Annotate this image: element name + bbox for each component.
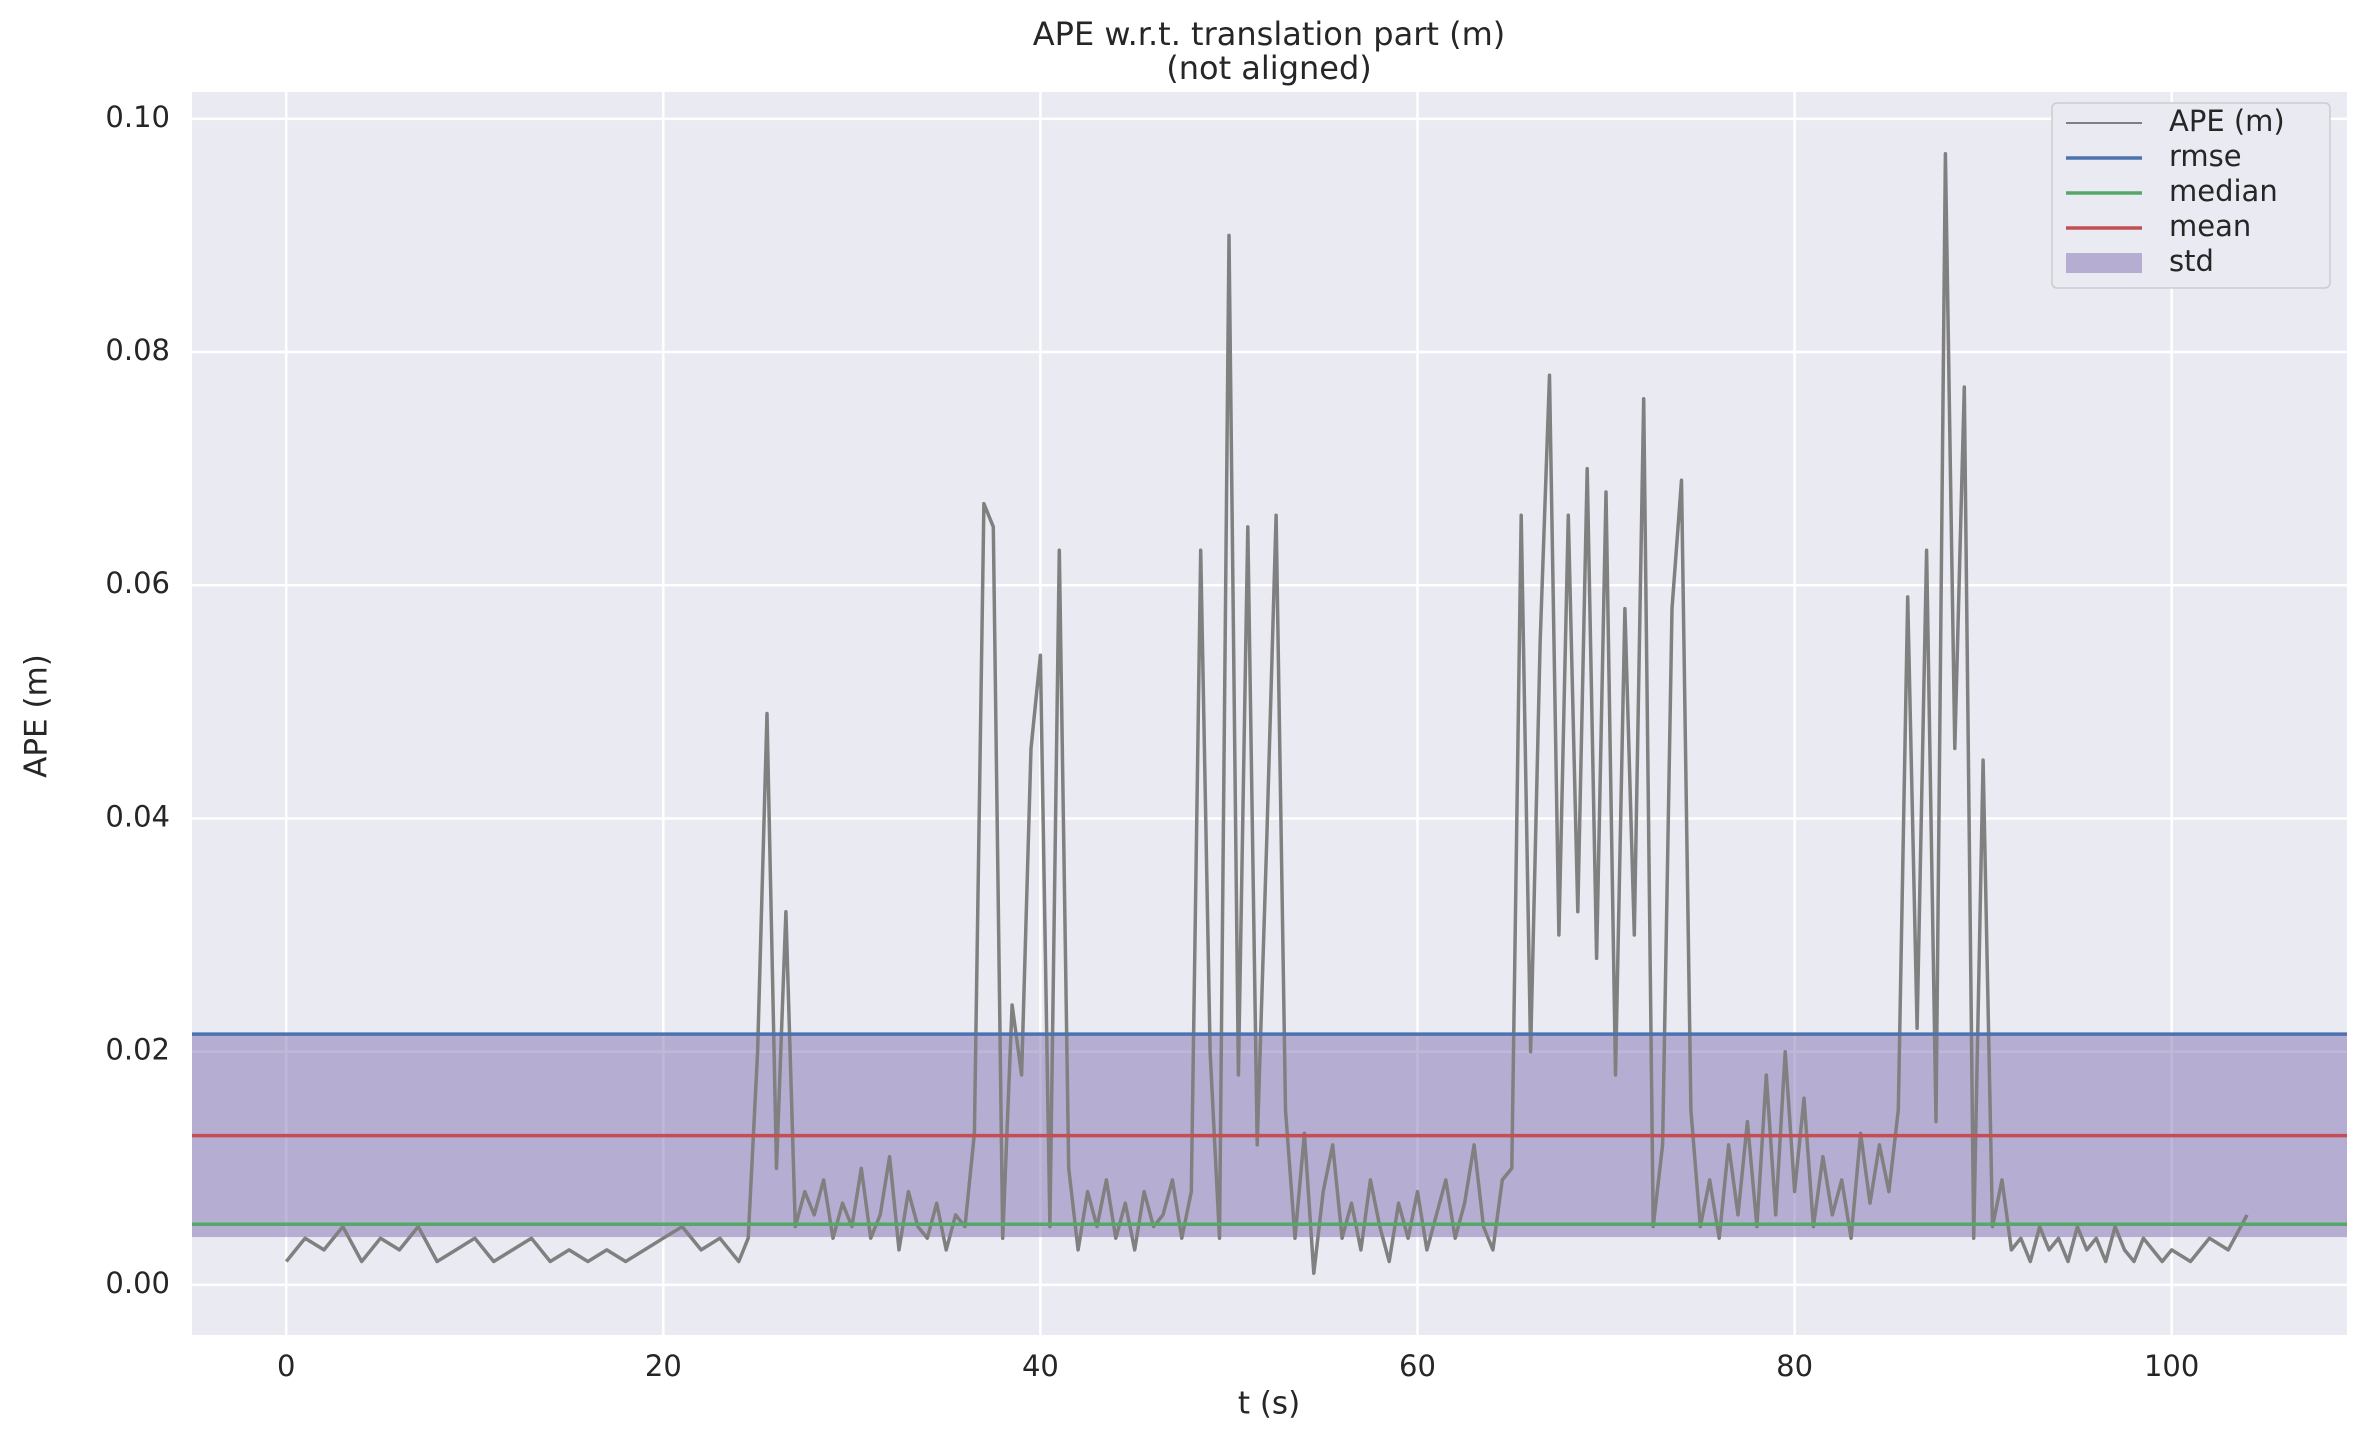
- chart-subtitle: (not aligned): [1166, 49, 1372, 87]
- data-line: [284, 152, 2249, 1275]
- x-tick-label: 80: [1776, 1349, 1813, 1383]
- y-tick-label: 0.04: [105, 799, 170, 833]
- y-tick-label: 0.02: [105, 1033, 170, 1067]
- x-tick-label: 40: [1022, 1349, 1059, 1383]
- legend-label: std: [2169, 244, 2214, 278]
- legend-label: rmse: [2169, 139, 2242, 173]
- x-tick-label: 20: [645, 1349, 682, 1383]
- y-axis-label: APE (m): [19, 654, 55, 778]
- legend-swatch: [2066, 253, 2142, 273]
- legend-label: mean: [2169, 209, 2251, 243]
- y-tick-label: 0.08: [105, 333, 170, 367]
- y-tick-label: 0.06: [105, 566, 170, 600]
- y-tick-label: 0.00: [105, 1266, 170, 1300]
- legend-label: APE (m): [2169, 104, 2285, 138]
- x-tick-label: 0: [277, 1349, 295, 1383]
- x-tick-label: 100: [2144, 1349, 2199, 1383]
- legend-box: [2051, 102, 2331, 289]
- x-tick-label: 60: [1399, 1349, 1436, 1383]
- y-tick-label: 0.10: [105, 100, 170, 134]
- legend-label: median: [2169, 174, 2278, 208]
- chart-title: APE w.r.t. translation part (m): [1033, 15, 1505, 53]
- x-axis-label: t (s): [1238, 1386, 1300, 1422]
